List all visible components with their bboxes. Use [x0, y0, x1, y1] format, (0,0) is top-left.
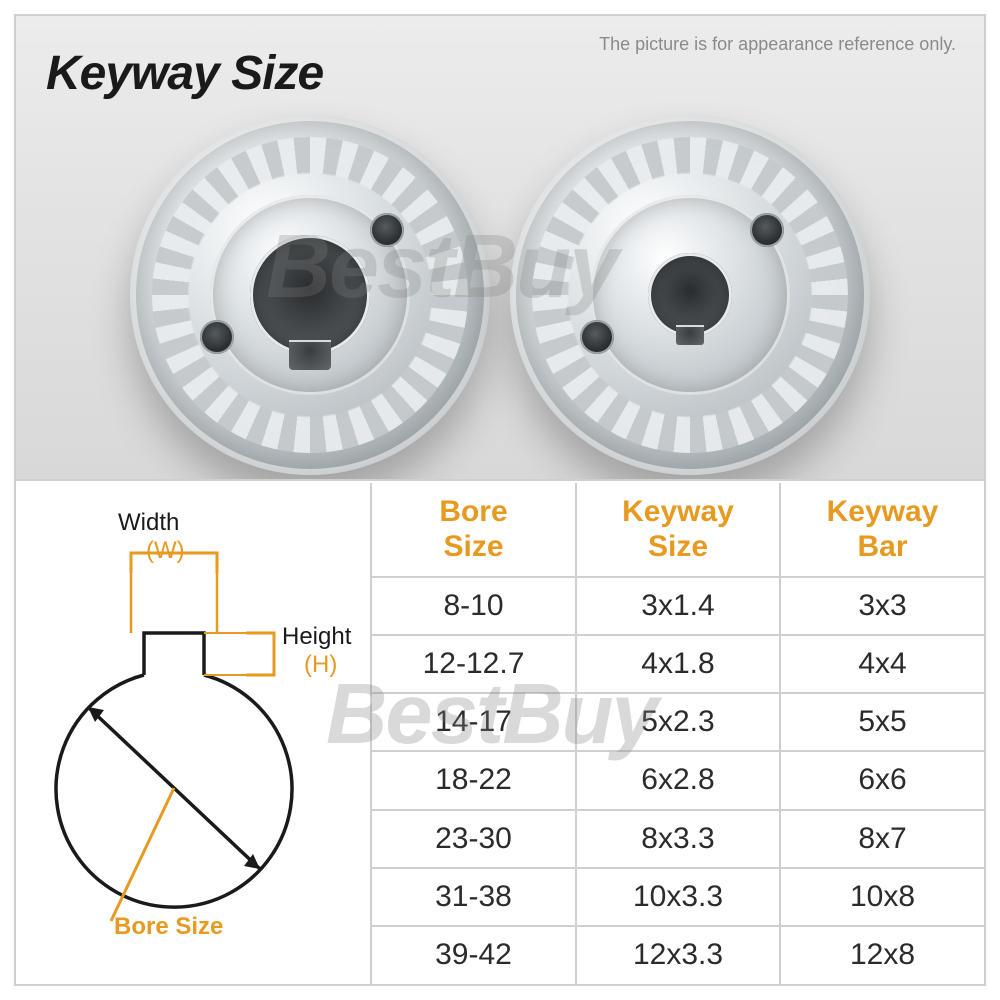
diagram-svg	[16, 483, 372, 983]
lower-panel: Width (W) Height (H) Bore Size BoreSize …	[16, 483, 984, 984]
sizing-table: BoreSize KeywaySize KeywayBar 8-10 3x1.4…	[372, 483, 984, 984]
table-row: 18-22 6x2.8 6x6	[372, 751, 984, 809]
table-row: 31-38 10x3.3 10x8	[372, 868, 984, 926]
cell: 5x2.3	[576, 693, 780, 751]
height-sub: (H)	[304, 651, 337, 679]
width-label: Width	[118, 509, 179, 537]
bore-size-label: Bore Size	[114, 913, 223, 941]
cell: 5x5	[780, 693, 984, 751]
cell: 12x3.3	[576, 926, 780, 984]
hero-panel: Keyway Size The picture is for appearanc…	[16, 16, 984, 481]
table-row: 14-17 5x2.3 5x5	[372, 693, 984, 751]
sizing-table-pane: BoreSize KeywaySize KeywayBar 8-10 3x1.4…	[372, 483, 984, 984]
card-frame: Keyway Size The picture is for appearanc…	[14, 14, 986, 986]
pulley-large-bore	[130, 115, 490, 475]
table-row: 8-10 3x1.4 3x3	[372, 577, 984, 635]
pulley-small-bore	[510, 115, 870, 475]
cell: 4x4	[780, 635, 984, 693]
col-bore-size: BoreSize	[372, 483, 576, 577]
col-keyway-bar: KeywayBar	[780, 483, 984, 577]
cell: 14-17	[372, 693, 576, 751]
product-images	[16, 111, 984, 479]
table-body: 8-10 3x1.4 3x3 12-12.7 4x1.8 4x4 14-17 5…	[372, 577, 984, 984]
cell: 8x7	[780, 810, 984, 868]
cell: 23-30	[372, 810, 576, 868]
table-row: 23-30 8x3.3 8x7	[372, 810, 984, 868]
cell: 3x3	[780, 577, 984, 635]
cell: 12-12.7	[372, 635, 576, 693]
table-header-row: BoreSize KeywaySize KeywayBar	[372, 483, 984, 577]
page-title: Keyway Size	[46, 46, 323, 101]
table-row: 39-42 12x3.3 12x8	[372, 926, 984, 984]
cell: 6x2.8	[576, 751, 780, 809]
cell: 6x6	[780, 751, 984, 809]
keyway-diagram: Width (W) Height (H) Bore Size	[16, 483, 372, 984]
cell: 18-22	[372, 751, 576, 809]
col-keyway-size: KeywaySize	[576, 483, 780, 577]
cell: 31-38	[372, 868, 576, 926]
cell: 8x3.3	[576, 810, 780, 868]
cell: 3x1.4	[576, 577, 780, 635]
cell: 10x3.3	[576, 868, 780, 926]
cell: 10x8	[780, 868, 984, 926]
cell: 4x1.8	[576, 635, 780, 693]
cell: 8-10	[372, 577, 576, 635]
cell: 12x8	[780, 926, 984, 984]
table-row: 12-12.7 4x1.8 4x4	[372, 635, 984, 693]
disclaimer-text: The picture is for appearance reference …	[599, 34, 956, 55]
cell: 39-42	[372, 926, 576, 984]
height-label: Height	[282, 623, 351, 651]
width-sub: (W)	[146, 537, 185, 565]
